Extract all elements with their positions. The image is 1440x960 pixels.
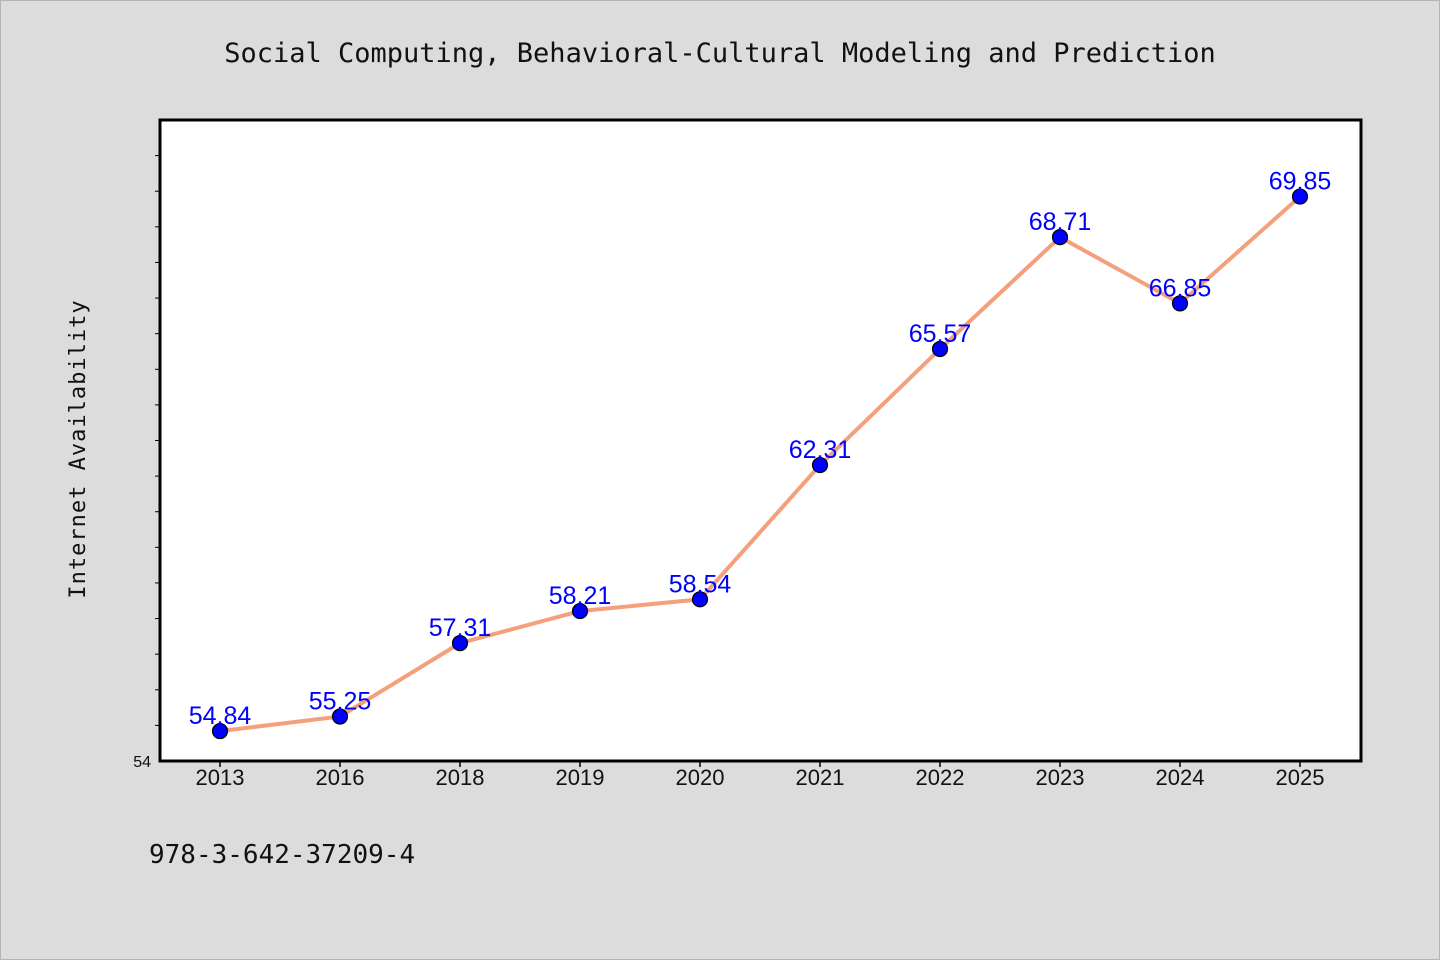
y-axis-label: Internet Availability [66, 299, 91, 598]
plot-area [158, 118, 1363, 763]
x-tick-label: 2019 [556, 765, 605, 790]
x-tick-label: 2020 [676, 765, 725, 790]
x-tick-label: 2016 [316, 765, 365, 790]
data-label: 68.71 [1029, 208, 1092, 236]
x-axis-ticks [219, 761, 1301, 767]
x-axis-tick-labels: 2013 2016 2018 2019 2020 2021 2022 2023 2024 2025 [196, 765, 1325, 790]
data-point [331, 708, 349, 725]
series-line [218, 194, 1302, 734]
data-point [811, 456, 829, 474]
data-point [1291, 188, 1309, 205]
data-label: 58.21 [549, 582, 612, 610]
x-tick-label: 2023 [1036, 765, 1085, 790]
data-point [1051, 229, 1069, 246]
data-label: 55.25 [309, 687, 372, 715]
data-point [571, 602, 589, 620]
data-point [451, 635, 469, 652]
x-tick-label: 2021 [796, 765, 845, 790]
data-label: 69.85 [1269, 168, 1332, 196]
data-label: 65.57 [909, 320, 972, 348]
y-tick-label-54: 54 [133, 754, 151, 771]
data-label: 57.31 [429, 614, 492, 642]
chart-title: Social Computing, Behavioral-Cultural Mo… [224, 38, 1216, 69]
data-point [691, 591, 709, 608]
series-markers [211, 188, 1309, 740]
series-line-group [218, 194, 1302, 734]
data-label: 66.85 [1149, 274, 1212, 302]
x-tick-label: 2024 [1156, 765, 1205, 790]
data-label: 62.31 [789, 436, 852, 464]
data-point [1171, 295, 1189, 312]
x-tick-label: 2018 [436, 765, 485, 790]
data-point [931, 340, 949, 358]
x-tick-label: 2022 [916, 765, 965, 790]
data-point [211, 722, 229, 740]
data-label: 58.54 [669, 570, 732, 598]
data-labels: 54.84 55.25 57.31 58.21 58.54 62.31 65.57 68.71… [189, 168, 1332, 731]
isbn-footer: 978-3-642-37209-4 [149, 840, 415, 870]
y-axis-ticks [155, 155, 160, 726]
x-tick-label: 2025 [1276, 765, 1325, 790]
x-tick-label: 2013 [196, 765, 245, 790]
data-label: 54.84 [189, 702, 252, 730]
